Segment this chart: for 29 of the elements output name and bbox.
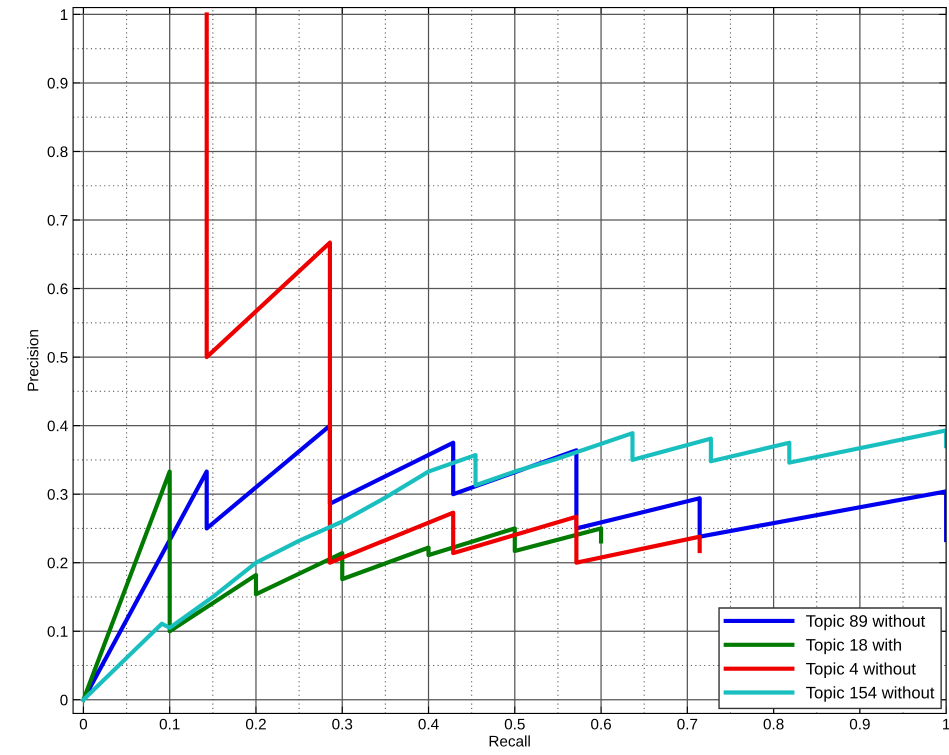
- y-tick-label: 0.7: [48, 214, 68, 226]
- x-tick-label: 0.4: [418, 718, 439, 730]
- y-tick-label: 0.8: [48, 146, 68, 158]
- y-tick-label: 0.2: [48, 558, 68, 568]
- y-tick-label: 0.6: [48, 283, 68, 294]
- x-tick-label: 0.5: [504, 718, 525, 730]
- y-tick-label: 0.9: [48, 78, 68, 89]
- x-tick-label: 0.9: [850, 718, 870, 730]
- x-tick-label: 0.2: [246, 718, 266, 730]
- line-series: [204, 12, 702, 565]
- y-tick-label: 0.5: [48, 352, 68, 363]
- x-tick-label: 0.7: [677, 718, 698, 730]
- legend-label: Topic 18 with: [806, 638, 901, 654]
- x-tick-label: 0.8: [764, 718, 784, 730]
- legend-label: Topic 154 without: [806, 686, 934, 702]
- legend-label: Topic 89 without: [806, 614, 926, 630]
- y-axis-title: Precision: [27, 330, 38, 391]
- x-tick-label: 0.3: [332, 718, 352, 730]
- x-tick-label: 0.6: [591, 718, 612, 730]
- y-tick-label: 0.4: [48, 420, 68, 432]
- y-tick-label: 0.1: [48, 626, 68, 637]
- y-tick-label: 0: [60, 694, 68, 706]
- x-tick-label: 0.1: [160, 718, 180, 730]
- line-series: [81, 469, 604, 702]
- x-axis-title: Recall: [490, 735, 530, 747]
- legend-label: Topic 4 without: [806, 662, 916, 678]
- x-tick-label: 0: [80, 718, 88, 730]
- y-tick-label: 1: [60, 9, 68, 20]
- y-tick-label: 0.3: [48, 489, 68, 500]
